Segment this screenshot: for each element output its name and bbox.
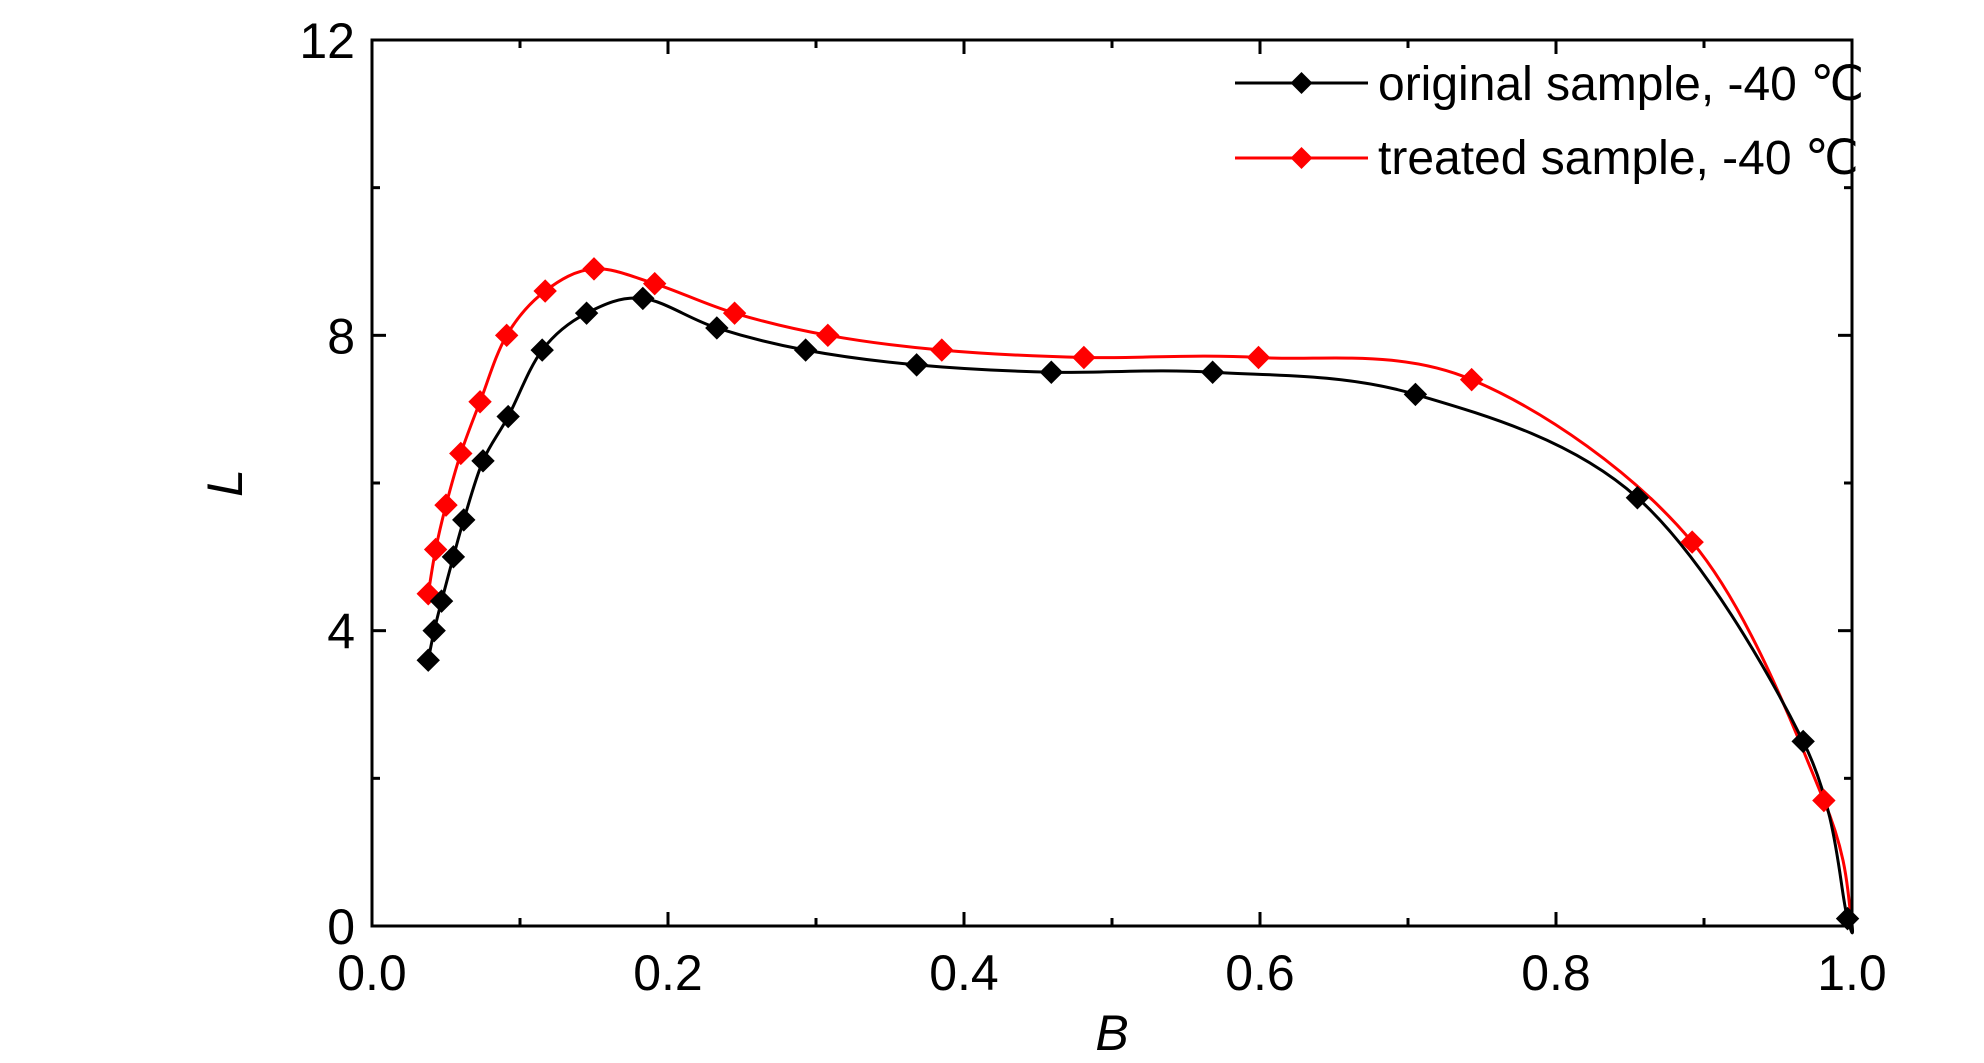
legend: original sample, -40 ℃ treated sample, -… [1235,58,1864,185]
x-tick-label: 0.2 [633,945,703,1001]
data-point-original [631,286,655,311]
series-layer [416,257,1860,935]
data-point-treated [533,279,557,303]
y-tick-label: 8 [327,308,355,364]
legend-label-original: original sample, -40 ℃ [1378,58,1864,111]
data-point-original [452,508,476,532]
x-tick-label: 0.0 [337,945,407,1001]
data-point-treated [642,271,667,296]
data-point-original [793,338,818,362]
data-point-original [416,648,440,672]
x-axis-title: B [1095,1005,1128,1061]
data-point-original [574,301,599,325]
data-point-original [904,353,929,377]
data-point-original [422,618,446,643]
data-point-original [1039,360,1064,384]
data-point-original [441,545,466,569]
x-tick-label: 1.0 [1817,945,1887,1001]
data-point-treated [449,441,473,466]
data-point-original [471,449,495,473]
data-point-original [1791,729,1815,754]
data-point-treated [930,338,954,362]
y-tick-label: 4 [327,604,355,660]
data-point-treated [582,257,606,281]
x-tick-label: 0.8 [1521,945,1591,1001]
series-line-treated [426,267,1854,923]
data-point-treated [722,301,747,325]
ticks-layer: 0.0 0.2 0.4 0.6 0.8 1.0 0 4 8 12 [299,13,1886,1001]
legend-label-treated: treated sample, -40 ℃ [1378,132,1859,185]
data-point-treated [434,493,458,517]
data-point-treated [1812,788,1836,813]
x-tick-label: 0.4 [929,945,999,1001]
data-point-original [705,316,729,340]
data-point-treated [816,323,840,348]
data-point-treated [1246,345,1271,370]
legend-marker-original [1290,72,1313,94]
data-point-treated [1680,530,1704,554]
y-tick-label: 0 [327,899,355,955]
data-point-original [1200,360,1225,384]
y-tick-label: 12 [299,13,355,69]
data-point-original [429,589,454,613]
series-line-original [426,296,1855,935]
data-point-treated [468,390,492,414]
data-point-treated [494,323,519,348]
data-point-original [496,404,520,429]
data-point-treated [1072,345,1096,370]
data-point-original [1625,486,1650,510]
y-axis-title: L [197,469,253,497]
legend-marker-treated [1290,147,1313,169]
data-point-treated [1459,367,1484,392]
data-point-original [1403,382,1428,407]
data-point-original [530,338,554,362]
data-point-treated [423,537,448,562]
x-tick-label: 0.6 [1225,945,1295,1001]
